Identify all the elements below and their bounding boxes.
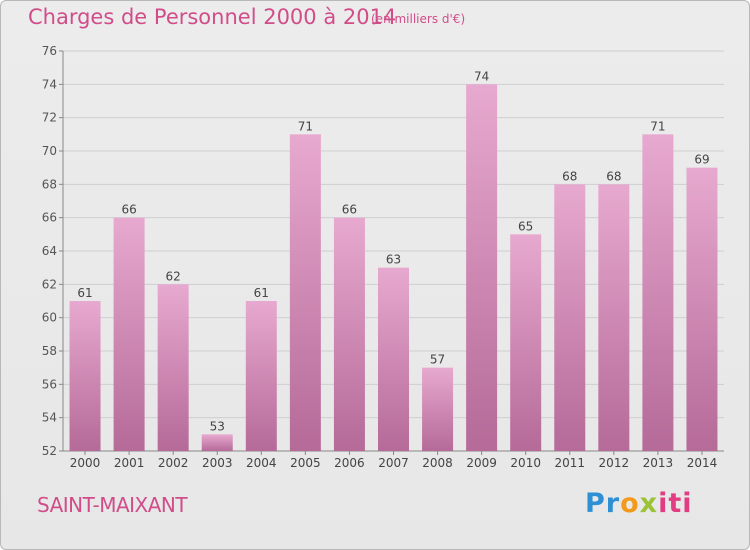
proxiti-logo: Proxiti — [585, 488, 693, 519]
bar-value-label: 71 — [650, 119, 665, 133]
bar-2000 — [69, 301, 101, 451]
bar-2013 — [642, 134, 674, 452]
x-tick-label: 2014 — [687, 456, 718, 470]
x-tick-label: 2009 — [466, 456, 497, 470]
bar-value-label: 53 — [210, 419, 225, 433]
y-tick-label: 70 — [42, 144, 57, 158]
bar-2001 — [113, 217, 145, 451]
axes: 52 54 56 58 60 62 64 66 68 70 72 74 76 2000 2001 2002 20… — [42, 44, 724, 470]
chart-title: Charges de Personnel 2000 à 2014 — [28, 5, 397, 29]
y-tick-label: 76 — [42, 44, 57, 58]
bar-2002 — [157, 284, 189, 451]
y-tick-label: 72 — [42, 111, 57, 125]
y-tick-label: 62 — [42, 277, 57, 291]
bar-2009 — [466, 84, 498, 451]
bar-2004 — [245, 301, 277, 451]
y-tick-label: 54 — [42, 411, 57, 425]
bar-2005 — [289, 134, 321, 452]
bar-value-label: 66 — [342, 203, 357, 217]
bar-2014 — [686, 167, 718, 451]
data-labels: 61 66 62 53 61 71 66 63 57 74 65 68 68 71 69 — [77, 69, 709, 433]
bar-2007 — [378, 267, 409, 451]
bar-2012 — [598, 184, 630, 452]
x-tick-label: 2008 — [422, 456, 453, 470]
x-tick-label: 2007 — [378, 456, 409, 470]
bar-2006 — [333, 217, 365, 451]
y-tick-label: 58 — [42, 344, 57, 358]
bars — [69, 84, 718, 452]
bar-value-label: 61 — [77, 286, 92, 300]
x-tick-label: 2005 — [290, 456, 321, 470]
x-tick-label: 2003 — [202, 456, 233, 470]
bar-2008 — [422, 367, 454, 451]
x-tick-label: 2011 — [554, 456, 585, 470]
bar-value-label: 62 — [166, 269, 181, 283]
y-tick-label: 68 — [42, 177, 57, 191]
bar-value-label: 57 — [430, 353, 445, 367]
x-tick-label: 2010 — [510, 456, 541, 470]
bar-2010 — [510, 234, 542, 451]
bar-value-label: 61 — [254, 286, 269, 300]
y-tick-label: 74 — [42, 77, 57, 91]
bar-value-label: 66 — [121, 203, 136, 217]
bar-value-label: 63 — [386, 253, 401, 267]
y-tick-label: 52 — [42, 444, 57, 458]
bar-value-label: 68 — [562, 169, 577, 183]
bar-2003 — [201, 434, 233, 451]
bar-2011 — [554, 184, 586, 452]
y-tick-label: 64 — [42, 244, 57, 258]
place-name: SAINT-MAIXANT — [37, 493, 188, 517]
bar-value-label: 74 — [474, 69, 489, 83]
y-tick-label: 66 — [42, 211, 57, 225]
y-tick-label: 60 — [42, 311, 57, 325]
x-tick-label: 2000 — [70, 456, 101, 470]
x-tick-label: 2004 — [246, 456, 277, 470]
x-tick-label: 2013 — [643, 456, 674, 470]
bar-value-label: 69 — [694, 153, 709, 167]
bar-value-label: 71 — [298, 119, 313, 133]
bar-value-label: 68 — [606, 169, 621, 183]
x-tick-label: 2002 — [158, 456, 189, 470]
bar-value-label: 65 — [518, 219, 533, 233]
x-tick-label: 2006 — [334, 456, 365, 470]
y-tick-label: 56 — [42, 377, 57, 391]
chart-subtitle: (en milliers d'€) — [371, 12, 466, 26]
x-tick-label: 2012 — [599, 456, 630, 470]
x-tick-label: 2001 — [114, 456, 145, 470]
